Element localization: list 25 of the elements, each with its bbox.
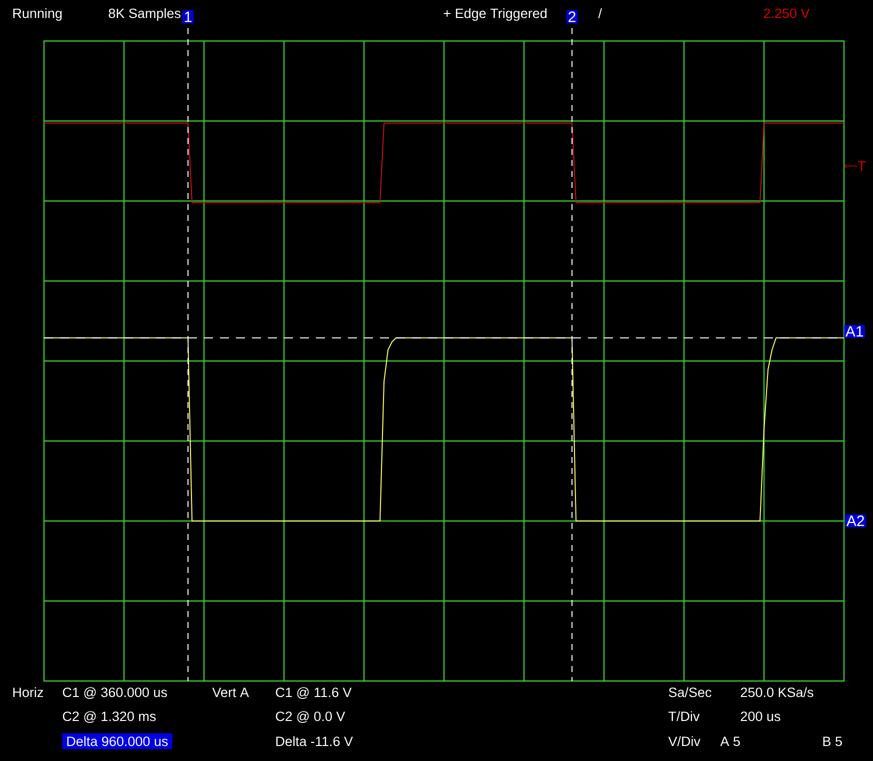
ref-line-label: A1: [845, 326, 864, 337]
text: + Edge Triggered: [444, 8, 547, 21]
text: A 5: [720, 736, 740, 746]
text: Vert A: [212, 688, 249, 698]
text: 8K Samples: [108, 8, 180, 21]
text: A2: [846, 516, 864, 526]
text: T: [858, 161, 866, 171]
text: Horiz: [13, 687, 44, 698]
text: Sa/Sec: [668, 687, 712, 698]
text: /: [598, 8, 602, 18]
text: V/Div: [668, 736, 700, 746]
text: 2.250 V: [764, 8, 810, 18]
text: Delta 960.000 us: [67, 736, 168, 746]
text: C1 @ 11.6 V: [276, 687, 352, 699]
text: Delta -11.6 V: [276, 736, 353, 746]
text: C2 @ 1.320 ms: [62, 711, 156, 723]
text: C2 @ 0.0 V: [276, 711, 346, 723]
text: 2: [568, 12, 576, 22]
text: 1: [184, 12, 192, 22]
text: Running: [13, 8, 62, 21]
text: 200 us: [740, 712, 780, 722]
text: 250.0 KSa/s: [740, 687, 814, 698]
text: B 5: [823, 736, 842, 746]
text: C1 @ 360.000 us: [62, 687, 167, 699]
text: T/Div: [668, 711, 700, 722]
